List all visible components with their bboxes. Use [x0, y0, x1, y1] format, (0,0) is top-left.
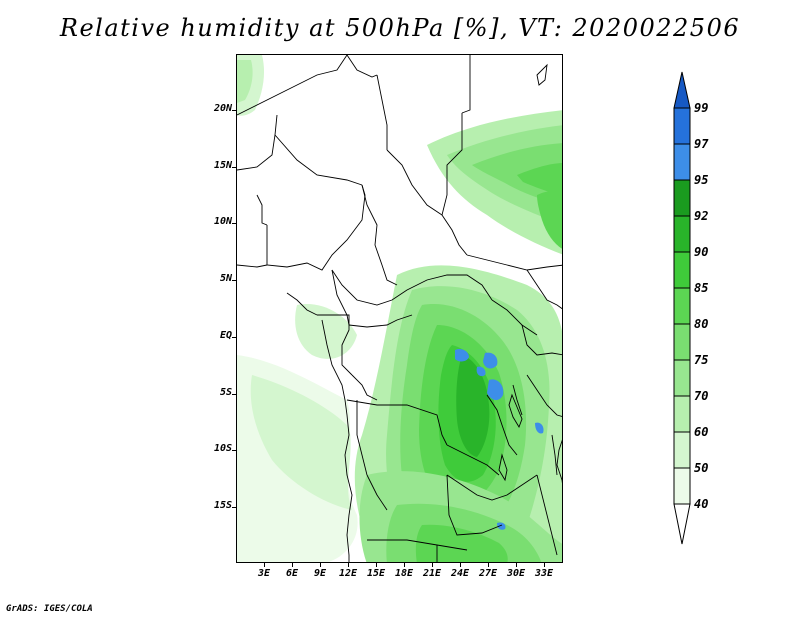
- colorbar-swatch: [673, 251, 691, 289]
- y-tick-mark: [232, 450, 236, 451]
- x-tick-mark: [516, 563, 517, 567]
- x-tick-mark: [544, 563, 545, 567]
- colorbar-label: 40: [694, 497, 709, 511]
- x-tick-mark: [404, 563, 405, 567]
- y-tick-mark: [232, 167, 236, 168]
- x-tick-label: 6E: [285, 568, 299, 579]
- y-tick-label: 15S: [213, 500, 232, 511]
- x-tick-label: 27E: [478, 568, 498, 579]
- x-tick-label: 18E: [394, 568, 414, 579]
- x-tick-label: 15E: [366, 568, 386, 579]
- country-borders: [237, 55, 562, 562]
- colorbar-swatch: [673, 359, 691, 397]
- colorbar-label: 92: [694, 209, 709, 223]
- colorbar-swatch: [673, 287, 691, 325]
- x-tick-label: 9E: [313, 568, 327, 579]
- colorbar-label: 80: [694, 317, 709, 331]
- colorbar-label: 75: [694, 353, 709, 367]
- colorbar-swatch: [673, 107, 691, 145]
- colorbar-swatch: [673, 179, 691, 217]
- x-tick-mark: [488, 563, 489, 567]
- y-tick-label: 5N: [219, 273, 232, 284]
- x-tick-label: 33E: [534, 568, 554, 579]
- y-tick-mark: [232, 110, 236, 111]
- colorbar-swatch: [673, 395, 691, 433]
- colorbar-label: 99: [694, 101, 709, 115]
- x-tick-label: 12E: [338, 568, 358, 579]
- colorbar-label: 50: [694, 461, 709, 475]
- y-tick-mark: [232, 223, 236, 224]
- x-tick-mark: [376, 563, 377, 567]
- y-tick-mark: [232, 280, 236, 281]
- colorbar: [673, 71, 691, 545]
- y-tick-mark: [232, 337, 236, 338]
- colorbar-swatch: [673, 143, 691, 181]
- x-tick-mark: [320, 563, 321, 567]
- humidity-map: [237, 55, 562, 562]
- x-tick-mark: [432, 563, 433, 567]
- colorbar-swatch: [673, 323, 691, 361]
- colorbar-label: 60: [694, 425, 709, 439]
- grads-credit: GrADS: IGES/COLA: [6, 604, 93, 614]
- x-tick-label: 30E: [506, 568, 526, 579]
- colorbar-swatch: [673, 431, 691, 469]
- plot-title: Relative humidity at 500hPa [%], VT: 202…: [59, 14, 741, 42]
- colorbar-label: 95: [694, 173, 709, 187]
- x-tick-label: 24E: [450, 568, 470, 579]
- colorbar-bottom-arrow: [673, 503, 691, 545]
- colorbar-label: 97: [694, 137, 709, 151]
- colorbar-top-arrow: [673, 71, 691, 109]
- x-tick-label: 21E: [422, 568, 442, 579]
- y-tick-label: 5S: [219, 387, 232, 398]
- colorbar-swatch: [673, 467, 691, 505]
- x-tick-label: 3E: [257, 568, 271, 579]
- colorbar-label: 85: [694, 281, 709, 295]
- colorbar-label: 70: [694, 389, 709, 403]
- x-tick-mark: [460, 563, 461, 567]
- x-tick-mark: [348, 563, 349, 567]
- map-panel: [236, 54, 563, 563]
- humidity-shading: [237, 55, 562, 562]
- y-tick-label: EQ: [219, 330, 232, 341]
- x-tick-mark: [292, 563, 293, 567]
- y-tick-mark: [232, 507, 236, 508]
- y-tick-label: 20N: [213, 103, 232, 114]
- colorbar-swatch: [673, 215, 691, 253]
- y-tick-label: 15N: [213, 160, 232, 171]
- y-tick-mark: [232, 394, 236, 395]
- y-tick-label: 10N: [213, 216, 232, 227]
- y-tick-label: 10S: [213, 443, 232, 454]
- colorbar-label: 90: [694, 245, 709, 259]
- x-tick-mark: [264, 563, 265, 567]
